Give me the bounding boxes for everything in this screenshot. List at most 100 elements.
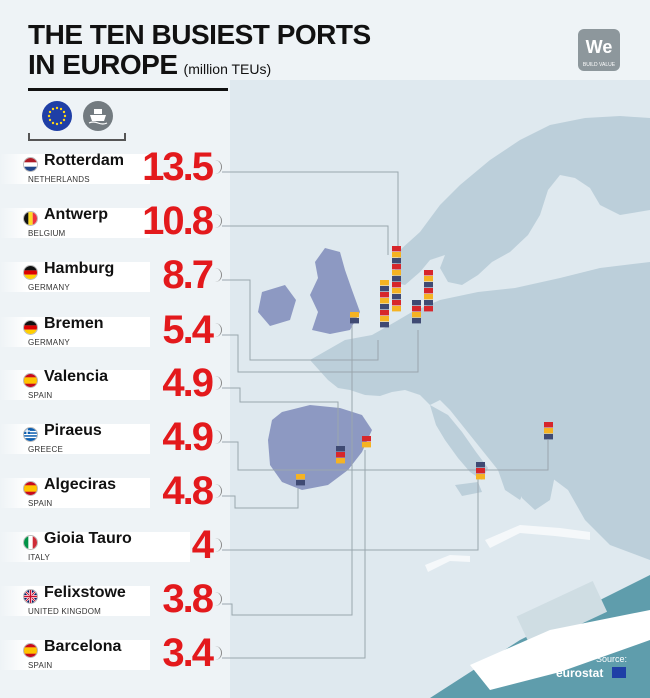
leader-line <box>222 488 299 509</box>
eu-flag-icon <box>42 101 72 131</box>
container-box <box>350 318 359 324</box>
country-flag-icon <box>24 590 37 603</box>
container-box <box>544 434 553 440</box>
container-box <box>296 480 305 486</box>
container-box <box>380 304 389 310</box>
leader-line <box>222 478 479 551</box>
port-name: Barcelona <box>44 638 122 655</box>
port-name: Gioia Tauro <box>44 530 132 547</box>
leader-bracket <box>215 323 222 337</box>
port-value: 8.7 <box>162 253 214 297</box>
continental-europe-land <box>310 262 650 560</box>
scandinavia-land <box>392 116 650 285</box>
container-box <box>424 288 433 294</box>
port-value: 3.4 <box>162 631 214 675</box>
container-box <box>392 270 401 276</box>
container-box <box>412 300 421 306</box>
container-box <box>412 318 421 324</box>
country-flag-icon <box>24 482 37 495</box>
port-country: GREECE <box>28 445 63 454</box>
cargo-ship-icon <box>83 101 113 131</box>
leader-line <box>222 330 419 373</box>
leader-line <box>222 279 379 361</box>
port-name: Felixstowe <box>44 584 126 601</box>
port-row: Hamburg GERMANY 8.7 <box>0 253 240 302</box>
country-flag-icon <box>24 374 37 387</box>
port-row: Antwerp BELGIUM 10.8 <box>0 199 240 248</box>
port-value: 4 <box>191 523 214 567</box>
port-row: Gioia Tauro ITALY 4 <box>0 523 240 572</box>
container-box <box>424 294 433 300</box>
port-name: Bremen <box>44 315 104 332</box>
leader-line <box>222 171 399 250</box>
port-value: 10.8 <box>142 199 214 243</box>
port-name: Piraeus <box>44 422 102 439</box>
container-box <box>380 298 389 304</box>
container-box <box>380 310 389 316</box>
container-box <box>336 446 345 452</box>
port-name: Valencia <box>44 368 109 385</box>
port-country: GERMANY <box>28 283 70 292</box>
port-value: 4.9 <box>162 361 214 405</box>
port-value: 13.5 <box>142 145 214 189</box>
leader-line <box>222 325 353 616</box>
port-name: Algeciras <box>44 476 117 493</box>
container-box <box>392 258 401 264</box>
container-box <box>336 452 345 458</box>
container-box <box>380 286 389 292</box>
container-box <box>380 280 389 286</box>
container-box <box>336 458 345 464</box>
country-flag-icon <box>24 158 37 171</box>
port-country: UNITED KINGDOM <box>28 607 102 616</box>
port-row: Algeciras SPAIN 4.8 <box>0 469 240 518</box>
ship-deck <box>516 580 608 648</box>
port-country: ITALY <box>28 553 51 562</box>
title-line-2: IN EUROPE <box>28 49 178 80</box>
leader-bracket <box>215 268 222 282</box>
container-box <box>380 292 389 298</box>
port-row: Barcelona SPAIN 3.4 <box>0 631 240 680</box>
country-flag-icon <box>24 644 37 657</box>
leader-bracket <box>215 214 222 228</box>
container-box <box>476 474 485 480</box>
leader-lines <box>222 171 549 659</box>
container-box <box>544 428 553 434</box>
port-name: Antwerp <box>44 206 108 223</box>
ship-hull <box>470 610 650 690</box>
leader-bracket <box>215 592 222 606</box>
container-box <box>392 294 401 300</box>
leader-bracket <box>215 538 222 552</box>
container-box <box>362 442 371 448</box>
country-flag-icon <box>24 212 37 225</box>
container-box <box>392 282 401 288</box>
port-country: GERMANY <box>28 338 70 347</box>
logo-text: We <box>585 37 613 57</box>
port-country: BELGIUM <box>28 229 66 238</box>
gantry-crane <box>485 525 590 548</box>
container-box <box>476 462 485 468</box>
leader-bracket <box>215 646 222 660</box>
we-build-value-logo: We BUILD VALUE <box>578 29 620 71</box>
leader-line <box>222 225 389 255</box>
port-row: Bremen GERMANY 5.4 <box>0 308 240 357</box>
container-box <box>380 316 389 322</box>
port-value: 3.8 <box>162 577 214 621</box>
port-country: SPAIN <box>28 499 53 508</box>
container-box <box>392 264 401 270</box>
sicily-land <box>455 482 482 496</box>
container-box <box>424 300 433 306</box>
country-flag-icon <box>24 266 37 279</box>
page-title: THE TEN BUSIEST PORTS IN EUROPE (million … <box>28 20 371 84</box>
country-flag-icon <box>24 536 37 549</box>
container-box <box>380 322 389 328</box>
leader-line <box>222 440 549 471</box>
port-name: Rotterdam <box>44 152 125 169</box>
port-value: 4.9 <box>162 415 214 459</box>
container-box <box>392 252 401 258</box>
port-row: Valencia SPAIN 4.9 <box>0 361 240 410</box>
country-flag-icon <box>24 321 37 334</box>
container-box <box>392 306 401 312</box>
port-country: NETHERLANDS <box>28 175 90 184</box>
